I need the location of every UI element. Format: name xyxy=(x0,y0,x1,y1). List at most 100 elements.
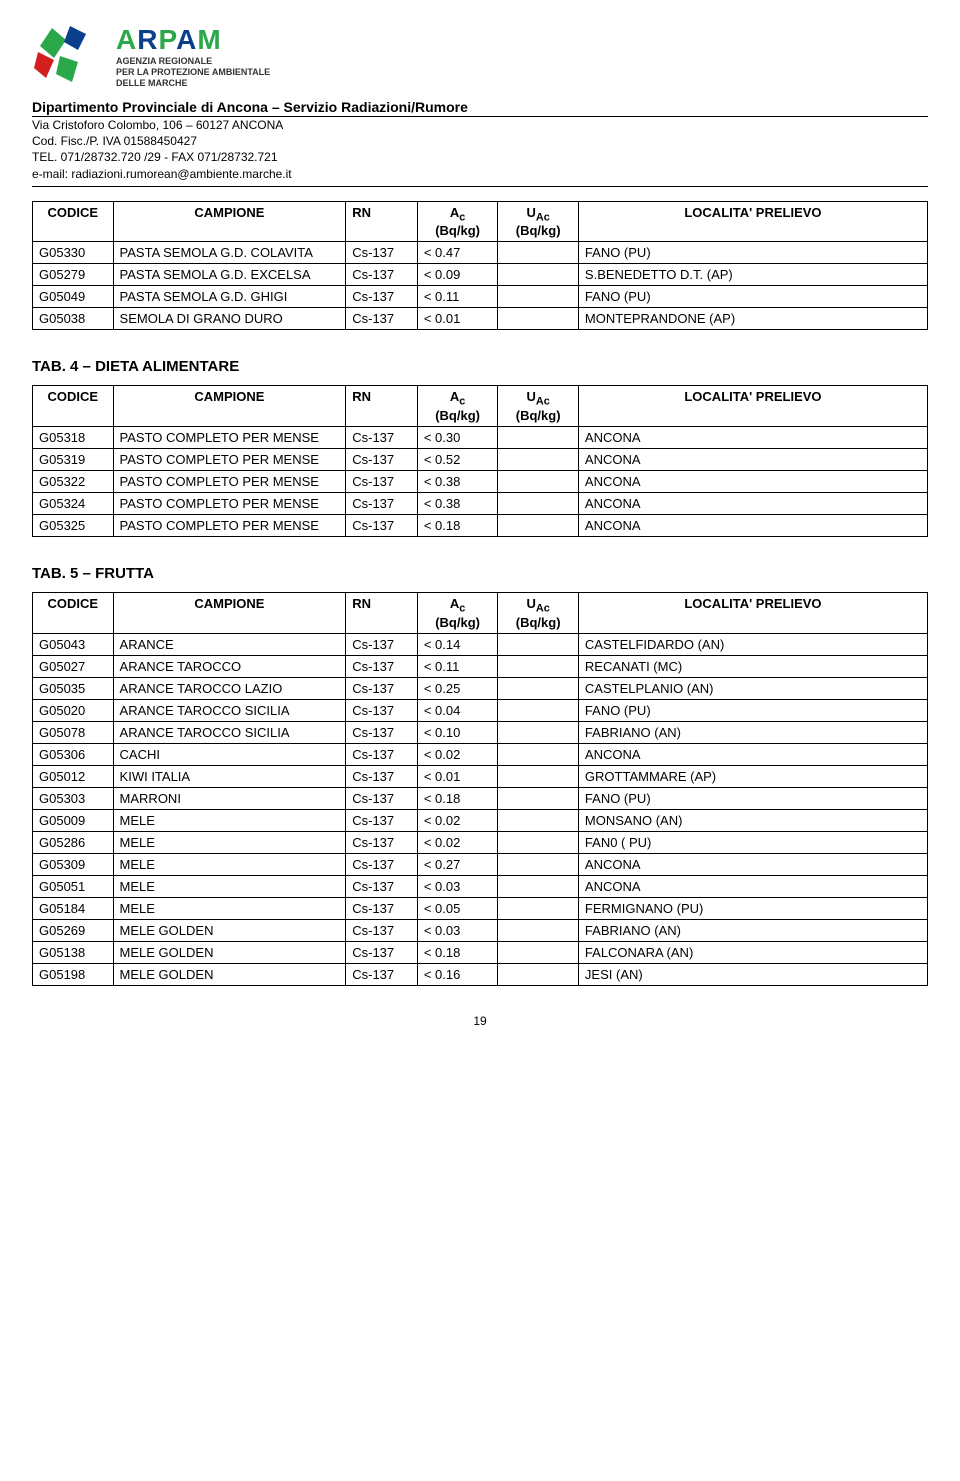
cell-uac xyxy=(498,655,579,677)
table-row: G05319PASTO COMPLETO PER MENSECs-137< 0.… xyxy=(33,448,928,470)
cell-campione: SEMOLA DI GRANO DURO xyxy=(113,308,346,330)
cell-rn: Cs-137 xyxy=(346,448,418,470)
cell-code: G05269 xyxy=(33,919,114,941)
cell-rn: Cs-137 xyxy=(346,787,418,809)
cell-code: G05043 xyxy=(33,633,114,655)
cell-rn: Cs-137 xyxy=(346,655,418,677)
cell-uac xyxy=(498,897,579,919)
cell-campione: ARANCE TAROCCO LAZIO xyxy=(113,677,346,699)
cell-rn: Cs-137 xyxy=(346,853,418,875)
cell-code: G05020 xyxy=(33,699,114,721)
col-uac: UAc(Bq/kg) xyxy=(498,386,579,427)
cell-uac xyxy=(498,514,579,536)
cell-rn: Cs-137 xyxy=(346,242,418,264)
col-code: CODICE xyxy=(33,386,114,427)
cell-loc: CASTELFIDARDO (AN) xyxy=(578,633,927,655)
cell-rn: Cs-137 xyxy=(346,897,418,919)
arpam-wordmark: ARPAM xyxy=(116,24,270,56)
cell-ac: < 0.04 xyxy=(417,699,498,721)
col-loc: LOCALITA' PRELIEVO xyxy=(578,386,927,427)
table-row: G05318PASTO COMPLETO PER MENSECs-137< 0.… xyxy=(33,426,928,448)
cell-code: G05319 xyxy=(33,448,114,470)
cell-uac xyxy=(498,242,579,264)
col-uac: UAc(Bq/kg) xyxy=(498,592,579,633)
cell-campione: MELE xyxy=(113,897,346,919)
cell-uac xyxy=(498,699,579,721)
cell-code: G05038 xyxy=(33,308,114,330)
col-loc: LOCALITA' PRELIEVO xyxy=(578,592,927,633)
col-rn: RN xyxy=(346,386,418,427)
cell-campione: MELE xyxy=(113,831,346,853)
cell-rn: Cs-137 xyxy=(346,743,418,765)
col-loc: LOCALITA' PRELIEVO xyxy=(578,201,927,242)
col-ac: Ac(Bq/kg) xyxy=(417,201,498,242)
cell-uac xyxy=(498,743,579,765)
table-row: G05078ARANCE TAROCCO SICILIACs-137< 0.10… xyxy=(33,721,928,743)
col-code: CODICE xyxy=(33,201,114,242)
cell-loc: FANO (PU) xyxy=(578,242,927,264)
cell-ac: < 0.52 xyxy=(417,448,498,470)
cell-code: G05279 xyxy=(33,264,114,286)
cell-uac xyxy=(498,633,579,655)
cell-ac: < 0.18 xyxy=(417,514,498,536)
cell-campione: MELE GOLDEN xyxy=(113,919,346,941)
cell-uac xyxy=(498,470,579,492)
cell-rn: Cs-137 xyxy=(346,941,418,963)
cell-code: G05286 xyxy=(33,831,114,853)
cell-campione: MELE xyxy=(113,853,346,875)
cell-rn: Cs-137 xyxy=(346,875,418,897)
cell-ac: < 0.01 xyxy=(417,308,498,330)
cell-code: G05324 xyxy=(33,492,114,514)
cell-code: G05325 xyxy=(33,514,114,536)
cell-code: G05012 xyxy=(33,765,114,787)
col-campione: CAMPIONE xyxy=(113,592,346,633)
table-row: G05009MELECs-137< 0.02MONSANO (AN) xyxy=(33,809,928,831)
cell-code: G05322 xyxy=(33,470,114,492)
cell-ac: < 0.02 xyxy=(417,831,498,853)
table-row: G05269MELE GOLDENCs-137< 0.03 FABRIANO (A… xyxy=(33,919,928,941)
cell-ac: < 0.38 xyxy=(417,492,498,514)
cell-campione: PASTA SEMOLA G.D. GHIGI xyxy=(113,286,346,308)
cell-code: G05303 xyxy=(33,787,114,809)
cell-campione: MELE GOLDEN xyxy=(113,941,346,963)
table-row: G05306CACHICs-137< 0.02ANCONA xyxy=(33,743,928,765)
cell-ac: < 0.10 xyxy=(417,721,498,743)
table-row: G05330PASTA SEMOLA G.D. COLAVITACs-137< … xyxy=(33,242,928,264)
cell-campione: PASTO COMPLETO PER MENSE xyxy=(113,492,346,514)
table-frutta: CODICE CAMPIONE RN Ac(Bq/kg) UAc(Bq/kg) … xyxy=(32,592,928,986)
cell-ac: < 0.30 xyxy=(417,426,498,448)
table-row: G05303MARRONICs-137< 0.18FANO (PU) xyxy=(33,787,928,809)
table-row: G05184MELECs-137< 0.05FERMIGNANO (PU) xyxy=(33,897,928,919)
col-uac: UAc(Bq/kg) xyxy=(498,201,579,242)
cell-campione: PASTA SEMOLA G.D. COLAVITA xyxy=(113,242,346,264)
cell-rn: Cs-137 xyxy=(346,470,418,492)
cell-rn: Cs-137 xyxy=(346,514,418,536)
table-dieta: CODICE CAMPIONE RN Ac(Bq/kg) UAc(Bq/kg) … xyxy=(32,385,928,537)
cell-uac xyxy=(498,941,579,963)
cell-loc: MONTEPRANDONE (AP) xyxy=(578,308,927,330)
cell-loc: FABRIANO (AN) xyxy=(578,919,927,941)
table-row: G05309MELECs-137< 0.27ANCONA xyxy=(33,853,928,875)
cell-ac: < 0.14 xyxy=(417,633,498,655)
cell-uac xyxy=(498,264,579,286)
cell-campione: MELE xyxy=(113,875,346,897)
cell-loc: JESI (AN) xyxy=(578,963,927,985)
cell-ac: < 0.38 xyxy=(417,470,498,492)
cell-rn: Cs-137 xyxy=(346,765,418,787)
cell-ac: < 0.03 xyxy=(417,919,498,941)
cell-code: G05035 xyxy=(33,677,114,699)
cell-rn: Cs-137 xyxy=(346,831,418,853)
table-row: G05198MELE GOLDENCs-137< 0.16JESI (AN) xyxy=(33,963,928,985)
table-header: CODICE CAMPIONE RN Ac(Bq/kg) UAc(Bq/kg) … xyxy=(33,386,928,427)
cell-uac xyxy=(498,765,579,787)
col-rn: RN xyxy=(346,592,418,633)
cell-ac: < 0.27 xyxy=(417,853,498,875)
cell-code: G05009 xyxy=(33,809,114,831)
table-row: G05325PASTO COMPLETO PER MENSECs-137< 0.… xyxy=(33,514,928,536)
cell-campione: PASTO COMPLETO PER MENSE xyxy=(113,448,346,470)
cell-ac: < 0.18 xyxy=(417,941,498,963)
cell-rn: Cs-137 xyxy=(346,677,418,699)
cell-rn: Cs-137 xyxy=(346,492,418,514)
cell-code: G05198 xyxy=(33,963,114,985)
cell-rn: Cs-137 xyxy=(346,919,418,941)
